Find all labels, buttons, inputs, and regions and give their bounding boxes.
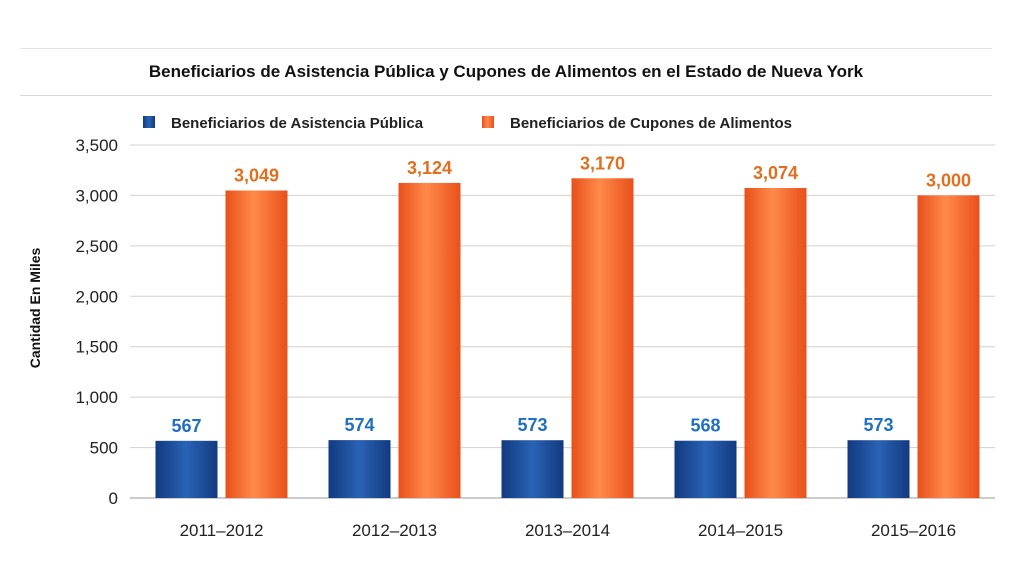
data-label: 567 (171, 416, 201, 436)
y-tick-label: 2,000 (75, 287, 118, 306)
legend-label: Beneficiarios de Asistencia Pública (171, 115, 424, 132)
chart-title-box: Beneficiarios de Asistencia Pública y Cu… (20, 48, 992, 96)
x-axis-ticks: 2011–2012 2012–2013 2013–2014 2014–2015 2015… (180, 521, 956, 540)
y-tick-label: 2,500 (75, 237, 118, 256)
x-tick-label: 2012–2013 (352, 521, 437, 540)
bar-cupones (225, 190, 288, 498)
y-axis-ticks: 0 500 1,000 1,500 2,000 2,500 3,000 3,500 (75, 136, 118, 508)
x-tick-label: 2013–2014 (525, 521, 610, 540)
bar-cupones (744, 187, 807, 498)
bar-cupones (571, 178, 634, 499)
data-label: 3,170 (580, 153, 625, 173)
data-label: 573 (863, 415, 893, 435)
chart-title: Beneficiarios de Asistencia Pública y Cu… (148, 62, 864, 81)
y-tick-label: 3,000 (75, 186, 118, 205)
y-tick-label: 1,500 (75, 338, 118, 357)
bar-cupones (917, 195, 980, 498)
legend: Beneficiarios de Asistencia Pública Benef… (143, 115, 792, 132)
legend-swatch (143, 116, 155, 128)
data-label: 3,000 (926, 170, 971, 190)
x-tick-label: 2014–2015 (698, 521, 783, 540)
y-axis-label: Cantidad En Miles (27, 248, 43, 369)
bars (155, 178, 980, 499)
data-label: 573 (517, 415, 547, 435)
bar-asistencia (847, 440, 910, 498)
data-label: 3,124 (407, 158, 452, 178)
bar-asistencia (674, 440, 737, 498)
y-tick-label: 3,500 (75, 136, 118, 155)
bar-cupones (398, 182, 461, 498)
data-labels: 567 3,049 574 3,124 573 3,170 568 3,074 573 3,000 (171, 153, 971, 436)
data-label: 574 (344, 415, 374, 435)
x-tick-label: 2015–2016 (871, 521, 956, 540)
legend-label: Beneficiarios de Cupones de Alimentos (510, 115, 792, 132)
x-tick-label: 2011–2012 (180, 521, 264, 540)
y-tick-label: 0 (109, 489, 118, 508)
bar-asistencia (501, 440, 564, 498)
data-label: 3,049 (234, 165, 279, 185)
y-tick-label: 1,000 (75, 388, 118, 407)
data-label: 3,074 (753, 163, 798, 183)
y-tick-label: 500 (90, 439, 118, 458)
data-label: 568 (690, 416, 720, 436)
bar-asistencia (328, 440, 391, 498)
legend-swatch (482, 116, 494, 128)
bar-asistencia (155, 440, 218, 498)
